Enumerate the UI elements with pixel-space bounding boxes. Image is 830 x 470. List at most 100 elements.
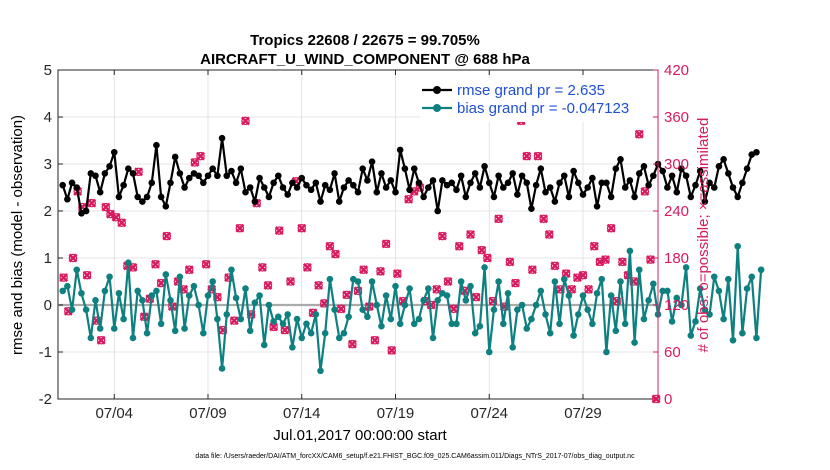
rmse-point <box>204 172 212 180</box>
bias-point <box>706 311 713 318</box>
bias-point <box>167 297 174 304</box>
rmse-point <box>368 158 376 165</box>
rmse-point <box>462 193 470 201</box>
assimilated-obs-marker <box>370 335 380 345</box>
bias-point <box>692 318 699 325</box>
assimilated-obs-marker <box>59 273 69 283</box>
rmse-point <box>359 165 366 172</box>
rmse-point <box>92 172 99 180</box>
rmse-point <box>143 193 151 201</box>
bias-point <box>289 344 296 351</box>
possible-obs-marker <box>274 226 284 235</box>
bias-point <box>640 315 648 323</box>
bias-point <box>701 306 709 314</box>
bias-point <box>631 339 638 346</box>
possible-obs-marker <box>612 296 622 306</box>
bias-point <box>495 278 502 285</box>
bias-point <box>246 327 254 335</box>
possible-obs-marker <box>606 223 616 233</box>
x-tick-label: 07/09 <box>189 405 227 422</box>
bias-point <box>204 292 212 299</box>
possible-obs-marker <box>263 281 273 290</box>
rmse-point <box>621 184 629 191</box>
assimilated-obs-marker <box>156 278 166 288</box>
rmse-point <box>603 179 610 187</box>
bias-point <box>59 287 66 295</box>
assimilated-obs-marker <box>347 339 357 349</box>
bias-point <box>237 315 245 323</box>
possible-obs-marker <box>59 273 68 282</box>
rmse-point <box>382 184 390 191</box>
assimilated-obs-marker <box>376 266 385 276</box>
possible-obs-marker <box>381 239 391 249</box>
rmse-point <box>598 179 606 187</box>
possible-obs-marker <box>635 129 644 139</box>
rmse-point <box>73 184 81 191</box>
bias-point <box>720 315 727 323</box>
rmse-point <box>237 165 245 172</box>
bias-point <box>734 242 741 250</box>
assimilated-obs-marker <box>106 209 115 219</box>
bias-point <box>556 320 563 328</box>
bias-point <box>673 294 681 302</box>
rmse-point <box>270 179 277 187</box>
bias-point <box>92 297 99 304</box>
rmse-point <box>64 195 71 203</box>
assimilated-obs-marker <box>359 265 369 275</box>
rmse-point <box>467 179 474 187</box>
bias-point <box>589 320 596 328</box>
assimilated-obs-marker <box>606 223 616 233</box>
bias-point <box>401 301 409 309</box>
rmse-point <box>176 170 184 177</box>
possible-obs-marker <box>68 253 78 263</box>
rmse-point <box>645 181 652 189</box>
bias-point <box>565 292 573 299</box>
rmse-point <box>157 193 165 201</box>
possible-obs-marker <box>629 277 638 286</box>
assimilated-obs-marker <box>342 290 352 300</box>
possible-obs-marker <box>196 151 205 161</box>
assimilated-obs-marker <box>241 116 250 126</box>
bias-point <box>612 327 620 335</box>
rmse-point <box>720 156 727 163</box>
bias-point <box>387 315 395 323</box>
legend-rmse-label: rmse grand pr = 2.635 <box>457 82 605 99</box>
assimilated-obs-marker <box>617 257 627 267</box>
bias-point <box>354 278 362 285</box>
bias-point <box>148 292 156 299</box>
bias-point <box>626 247 634 255</box>
rmse-point <box>96 188 104 196</box>
assimilated-obs-marker <box>387 345 397 355</box>
assimilated-obs-marker <box>201 259 211 269</box>
bias-point <box>106 273 113 281</box>
rmse-point <box>725 170 732 177</box>
rmse-point <box>410 165 418 172</box>
bias-point <box>303 320 310 328</box>
y-tick-label: -1 <box>39 344 52 361</box>
bias-point <box>514 306 521 314</box>
rmse-point <box>485 179 493 187</box>
rmse-point <box>284 191 291 198</box>
rmse-point <box>495 172 502 180</box>
bias-point <box>710 273 718 281</box>
assimilated-obs-marker <box>466 230 475 239</box>
rmse-point <box>500 184 507 191</box>
assimilated-obs-marker <box>550 261 560 271</box>
rmse-point <box>232 179 240 187</box>
possible-obs-marker <box>184 265 194 274</box>
possible-obs-marker <box>533 151 543 161</box>
possible-obs-marker <box>303 263 312 272</box>
bias-point <box>598 275 606 283</box>
bias-point <box>307 329 315 337</box>
assimilated-obs-marker <box>331 249 340 259</box>
assimilated-obs-marker <box>302 262 312 272</box>
assimilated-obs-marker <box>522 151 532 161</box>
rmse-point <box>279 184 287 191</box>
possible-obs-marker <box>550 261 560 271</box>
bias-point <box>715 287 723 295</box>
possible-obs-marker <box>584 285 593 294</box>
rmse-point <box>242 188 249 196</box>
bias-point <box>457 278 465 285</box>
assimilated-obs-marker <box>578 270 588 280</box>
rmse-point <box>101 170 109 177</box>
